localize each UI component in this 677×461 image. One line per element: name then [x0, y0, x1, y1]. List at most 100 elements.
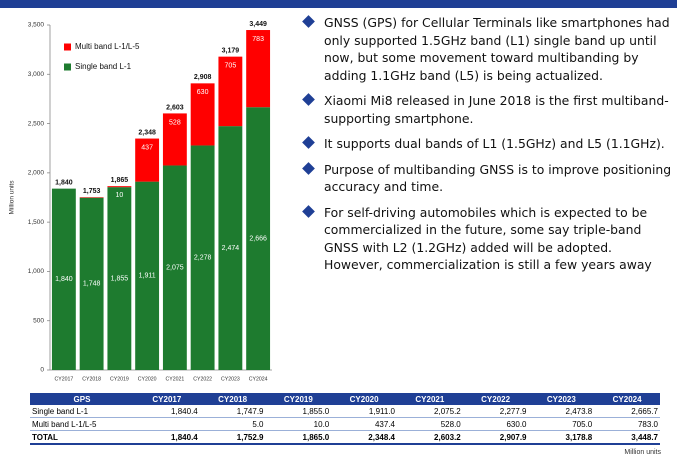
legend-swatch: [64, 63, 71, 71]
value-label: 1,840: [55, 276, 73, 283]
bar-segment: [190, 145, 215, 370]
total-label: 3,179: [222, 47, 240, 54]
table-cell: 1,752.9: [199, 430, 266, 445]
header-cell: CY2022: [462, 393, 529, 405]
header-cell: CY2018: [199, 393, 266, 405]
bullet-icon: [302, 93, 315, 106]
value-label: 705: [225, 62, 237, 69]
value-label: 1,748: [83, 281, 101, 288]
y-tick-label: 500: [33, 317, 44, 324]
x-tick-label: CY2017: [55, 376, 74, 382]
total-label: 3,449: [249, 21, 267, 28]
table-row: Single band L-1 1,840.4 1,747.9 1,855.0 1,91…: [30, 405, 660, 418]
table-cell: 1,747.9: [199, 405, 266, 418]
table-cell: 1,911.0: [331, 405, 397, 418]
legend-label: Single band L-1: [75, 62, 132, 71]
x-tick-label: CY2018: [82, 376, 101, 382]
bullet: It supports dual bands of L1 (1.5GHz) an…: [302, 135, 674, 153]
value-label: 528: [169, 119, 181, 126]
table-header-row: GPS CY2017 CY2018 CY2019 CY2020 CY2021 CY2022 C…: [30, 393, 660, 405]
value-label: 1,855: [111, 275, 129, 282]
x-tick-label: CY2022: [193, 376, 212, 382]
total-label: 1,840: [55, 179, 73, 186]
bullet: GNSS (GPS) for Cellular Terminals like s…: [302, 14, 674, 84]
total-label: 1,753: [83, 188, 101, 195]
y-tick-label: 1,000: [28, 268, 45, 275]
x-tick-label: CY2020: [138, 376, 157, 382]
total-label: 1,865: [111, 177, 129, 184]
total-label: 2,603: [166, 104, 184, 111]
bar-segment: [107, 186, 132, 188]
bar-segment: [135, 181, 160, 370]
table-cell: 2,473.8: [528, 405, 595, 418]
table-cell: Single band L-1: [30, 405, 134, 418]
value-label: 2,666: [249, 235, 267, 242]
table-row: TOTAL 1,840.4 1,752.9 1,865.0 2,348.4 2,603.2…: [30, 430, 660, 445]
header-cell: CY2019: [265, 393, 332, 405]
bullet-list: GNSS (GPS) for Cellular Terminals like s…: [302, 14, 674, 282]
table-cell: 2,277.9: [462, 405, 529, 418]
bullet: Xiaomi Mi8 released in June 2018 is the …: [302, 92, 674, 127]
table-cell: 1,855.0: [265, 405, 332, 418]
table-cell: 2,907.9: [462, 430, 529, 445]
table-cell: 1,840.4: [134, 430, 200, 445]
table-cell: 3,178.8: [528, 430, 595, 445]
top-bar: [0, 0, 677, 8]
x-tick-label: CY2019: [110, 376, 129, 382]
y-tick-label: 2,500: [28, 120, 45, 127]
value-label: 1,911: [139, 273, 156, 280]
legend-label: Multi band L-1/L-5: [75, 42, 140, 51]
header-cell: CY2020: [331, 393, 397, 405]
table-cell: 705.0: [528, 417, 595, 431]
table-row: Multi band L-1/L-5 5.0 10.0 437.4 528.0 630.0…: [30, 417, 660, 431]
y-tick-label: 2,000: [28, 170, 45, 177]
value-label: 2,278: [194, 255, 212, 262]
bar-segment: [218, 126, 243, 371]
bar-segment: [246, 30, 271, 108]
bullet-text: GNSS (GPS) for Cellular Terminals like s…: [324, 15, 670, 83]
table-cell: 783.0: [594, 417, 660, 431]
table-cell: 5.0: [199, 417, 266, 431]
bar-segment: [162, 113, 187, 166]
table-cell: 2,075.2: [397, 405, 463, 418]
table-cell: 10.0: [265, 417, 332, 431]
x-tick-label: CY2023: [221, 376, 240, 382]
table-note: Million units: [624, 449, 661, 456]
bullet-text: For self-driving automobiles which is ex…: [324, 204, 652, 273]
bar-segment: [246, 107, 271, 371]
header-cell: CY2023: [528, 393, 595, 405]
bullet-icon: [302, 161, 315, 175]
y-tick-label: 0: [40, 367, 44, 374]
header-cell: GPS: [30, 393, 134, 405]
header-cell: CY2024: [594, 393, 660, 405]
table-cell: 437.4: [331, 417, 397, 431]
bar-segment: [190, 83, 215, 146]
value-label: 2,474: [222, 245, 240, 252]
y-axis-label: Million units: [9, 180, 16, 215]
bar-segment: [135, 138, 160, 182]
y-tick-label: 1,500: [28, 219, 45, 226]
x-tick-label: CY2021: [166, 376, 185, 382]
header-cell: CY2021: [397, 393, 463, 405]
table-cell: 630.0: [462, 417, 529, 431]
table-cell: 528.0: [397, 417, 463, 431]
table-cell: 2,348.4: [331, 430, 397, 445]
bar-segment: [162, 165, 187, 370]
table-cell: 2,665.7: [594, 405, 660, 418]
value-label: 2,075: [166, 265, 184, 272]
table-cell: TOTAL: [30, 430, 134, 445]
bullet: For self-driving automobiles which is ex…: [302, 204, 674, 274]
total-label: 2,908: [194, 74, 212, 81]
bullet-text: It supports dual bands of L1 (1.5GHz) an…: [324, 136, 665, 151]
bar-segment: [51, 188, 76, 370]
x-tick-label: CY2024: [249, 376, 268, 382]
bullet-icon: [302, 136, 315, 149]
bar-segment: [107, 187, 132, 370]
data-table: GPS CY2017 CY2018 CY2019 CY2020 CY2021 CY2022 C…: [30, 393, 660, 445]
table-cell: 2,603.2: [397, 430, 463, 445]
bullet-text: Purpose of multibanding GNSS is to impro…: [324, 161, 672, 195]
total-label: 2,348: [138, 129, 156, 136]
bullet-text: Xiaomi Mi8 released in June 2018 is the …: [324, 93, 669, 126]
bullet-icon: [302, 15, 315, 28]
